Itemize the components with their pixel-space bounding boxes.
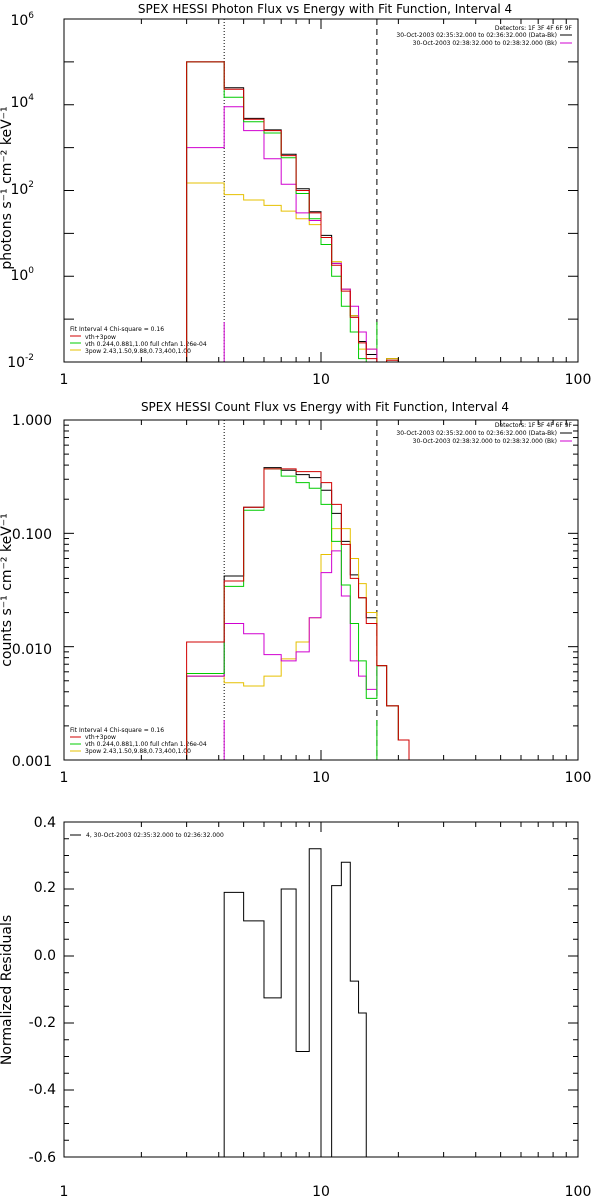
- y-tick-label: 10-2: [7, 353, 34, 371]
- x-tick-label-100: 100: [565, 372, 592, 388]
- y-tick-label: 0.010: [12, 642, 52, 658]
- y-tick-exp: 4: [28, 93, 34, 103]
- y-tick-base: 10: [10, 95, 28, 111]
- legend-left-1: vth+3pow: [85, 334, 116, 341]
- y-tick-label: 0.001: [12, 754, 52, 770]
- y-tick-label: 102: [10, 180, 34, 198]
- legend-left-0: 4, 30-Oct-2003 02:35:32.000 to 02:36:32.…: [86, 832, 224, 839]
- legend-right-0: 30-Oct-2003 02:35:32.000 to 02:36:32.000…: [396, 430, 557, 437]
- plot-area: [186, 420, 410, 760]
- legend-right-0: 30-Oct-2003 02:35:32.000 to 02:36:32.000…: [396, 32, 557, 39]
- svg-text:106: 106: [10, 11, 34, 29]
- x-tick-label-10: 10: [312, 372, 330, 388]
- legend-left-0: Fit Interval 4 Chi-square = 0.16: [70, 727, 164, 734]
- chart-title: SPEX HESSI Count Flux vs Energy with Fit…: [141, 400, 509, 414]
- y-tick-label: 0.4: [34, 815, 56, 831]
- photon-flux-chart: SPEX HESSI Photon Flux vs Energy with Fi…: [0, 2, 592, 388]
- legend-left-2: vth 0.244,0.881,1.00 full chfan 1.26e-04: [85, 741, 207, 748]
- legend-left-3: 3pow 2.43,1.50,9.88,0.73,400,1.00: [85, 748, 191, 755]
- y-axis-label: counts s⁻¹ cm⁻² keV⁻¹: [0, 513, 15, 667]
- svg-text:100: 100: [10, 266, 34, 284]
- x-tick-label-1: 1: [60, 770, 69, 786]
- plot-area: [223, 848, 377, 1157]
- y-tick-label: 0.2: [34, 880, 56, 896]
- series-line: [186, 106, 410, 362]
- chart-title: SPEX HESSI Photon Flux vs Energy with Fi…: [138, 2, 512, 16]
- svg-text:10-2: 10-2: [7, 353, 34, 371]
- svg-text:104: 104: [10, 93, 34, 111]
- y-tick-label: 106: [10, 11, 34, 29]
- legend-left-3: 3pow 2.43,1.50,9.88,0.73,400,1.00: [85, 348, 191, 355]
- y-tick-base: 10: [7, 355, 25, 371]
- y-tick-exp: -2: [25, 353, 34, 363]
- y-tick-exp: 0: [28, 266, 34, 276]
- x-tick-label-1: 1: [60, 372, 69, 388]
- legend-right-1: 30-Oct-2003 02:38:32.000 to 02:38:32.000…: [413, 40, 557, 47]
- legend-left-0: Fit Interval 4 Chi-square = 0.16: [70, 326, 164, 333]
- plot-area: [186, 19, 410, 362]
- residuals-chart: Normalized Residuals 4, 30-Oct-2003 02:3…: [0, 815, 592, 1200]
- detector-label: Detectors: 1F 3F 4F 6F 9F: [495, 422, 573, 429]
- series-line: [186, 550, 410, 760]
- y-tick-label: 1.000: [12, 413, 52, 429]
- y-tick-base: 10: [10, 268, 28, 284]
- x-tick-label-10: 10: [312, 770, 330, 786]
- y-tick-exp: 2: [28, 180, 34, 190]
- detector-label: Detectors: 1F 3F 4F 6F 9F: [495, 25, 573, 32]
- series-line: [186, 61, 410, 362]
- legend-left-1: vth+3pow: [85, 734, 116, 741]
- y-tick-label: -0.4: [29, 1082, 56, 1098]
- series-line: [186, 528, 410, 760]
- x-tick-label-10: 10: [312, 1184, 330, 1200]
- y-tick-base: 10: [10, 13, 28, 29]
- plot-frame: [63, 18, 579, 363]
- svg-text:102: 102: [10, 180, 34, 198]
- series-line: [186, 467, 410, 760]
- y-tick-base: 10: [10, 182, 28, 198]
- x-tick-label-100: 100: [565, 770, 592, 786]
- y-axis-label: Normalized Residuals: [0, 915, 15, 1065]
- y-axis-label: photons s⁻¹ cm⁻² keV⁻¹: [0, 106, 15, 269]
- legend-left-2: vth 0.244,0.881,1.00 full chfan 1.26e-04: [85, 341, 207, 348]
- series-line: [186, 468, 410, 760]
- y-tick-label: 100: [10, 266, 34, 284]
- y-tick-label: 0.100: [12, 527, 52, 543]
- series-line: [223, 848, 377, 1157]
- y-tick-label: -0.2: [29, 1015, 56, 1031]
- x-tick-label-1: 1: [60, 1184, 69, 1200]
- series-line: [186, 61, 410, 362]
- series-line: [186, 61, 410, 362]
- y-tick-label: 0.0: [34, 948, 56, 964]
- x-tick-label-100: 100: [565, 1184, 592, 1200]
- series-line: [186, 468, 410, 760]
- legend-right-1: 30-Oct-2003 02:38:32.000 to 02:38:32.000…: [413, 438, 557, 445]
- y-tick-label: -0.6: [29, 1150, 56, 1166]
- y-tick-label: 104: [10, 93, 34, 111]
- y-tick-exp: 6: [28, 11, 34, 21]
- count-flux-chart: SPEX HESSI Count Flux vs Energy with Fit…: [0, 400, 592, 786]
- series-line: [186, 182, 410, 362]
